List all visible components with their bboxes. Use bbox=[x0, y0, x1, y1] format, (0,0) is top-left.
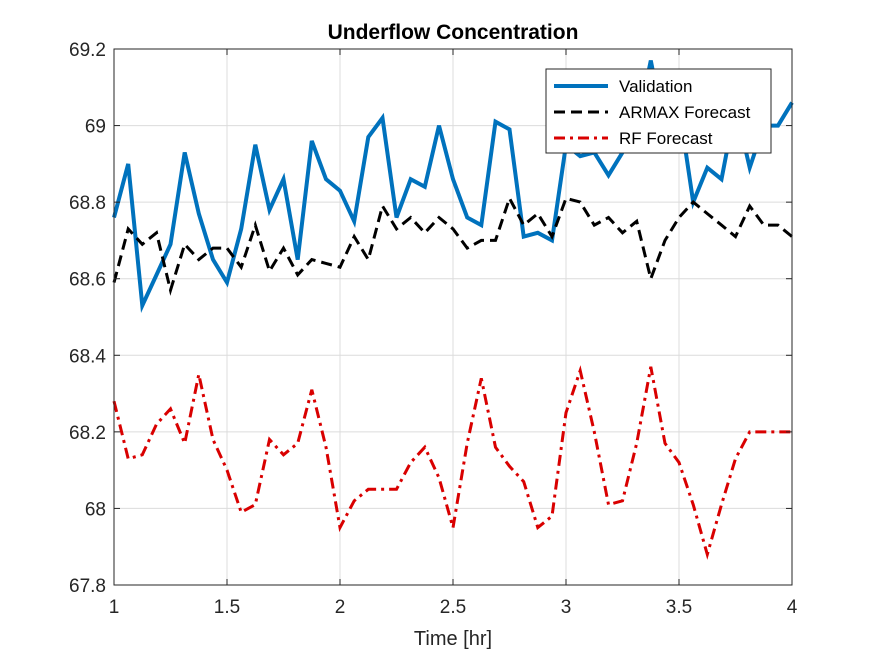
x-tick-label: 3.5 bbox=[666, 597, 692, 618]
x-tick-label: 1 bbox=[109, 597, 120, 618]
y-tick-label: 68.8 bbox=[69, 193, 106, 214]
x-tick-label: 2.5 bbox=[440, 597, 466, 618]
x-tick-label: 1.5 bbox=[214, 597, 240, 618]
chart-title: Underflow Concentration bbox=[328, 21, 579, 44]
y-tick-label: 69 bbox=[85, 117, 106, 138]
series-line-1 bbox=[112, 194, 793, 296]
series-line-2 bbox=[112, 365, 792, 560]
y-tick-label: 68.2 bbox=[69, 423, 106, 444]
y-tick-label: 68.6 bbox=[69, 270, 106, 291]
legend-label: ARMAX Forecast bbox=[619, 103, 751, 122]
y-tick-label: 69.2 bbox=[69, 40, 106, 61]
y-tick-label: 68.4 bbox=[69, 346, 106, 367]
legend-label: RF Forecast bbox=[619, 129, 713, 148]
x-tick-label: 4 bbox=[787, 597, 798, 618]
legend-label: Validation bbox=[619, 77, 692, 96]
x-tick-label: 2 bbox=[335, 597, 346, 618]
x-axis-label: Time [hr] bbox=[414, 628, 492, 650]
y-tick-label: 68 bbox=[85, 499, 106, 520]
y-tick-label: 67.8 bbox=[69, 576, 106, 597]
x-tick-label: 3 bbox=[561, 597, 572, 618]
legend: Validation ARMAX Forecast RF Forecast bbox=[545, 68, 772, 154]
axis-ticks: 1 1.5 2 2.5 3 3.5 4 67.8 68 68.2 68.4 68.6 68.8 69 69.… bbox=[69, 40, 798, 618]
